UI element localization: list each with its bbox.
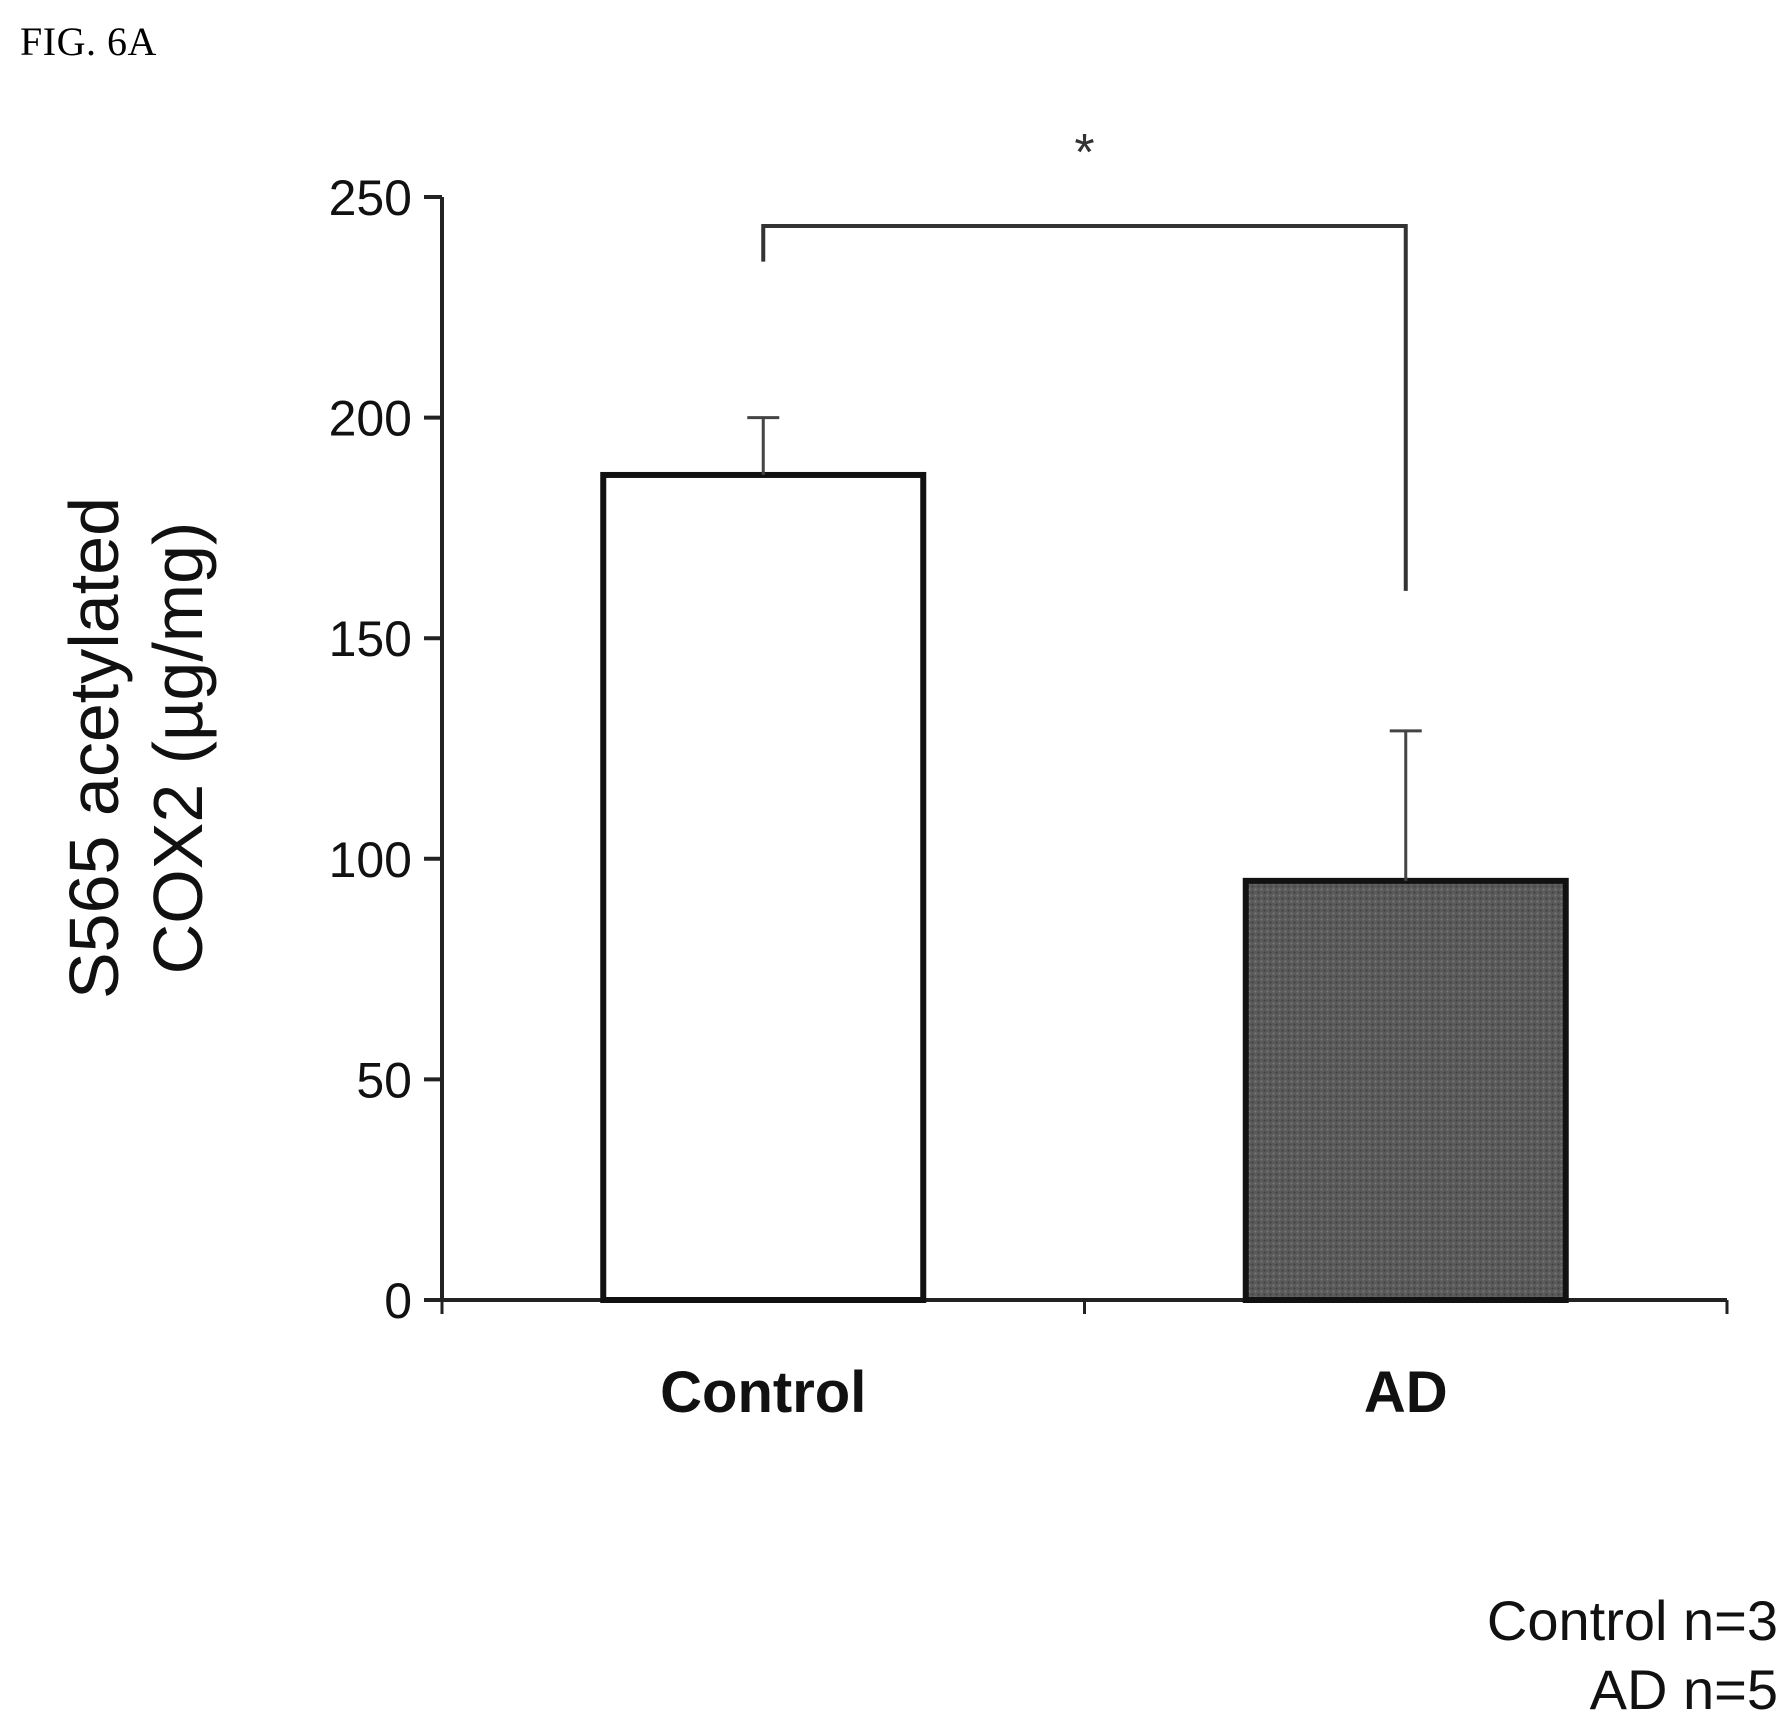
bar-control bbox=[600, 471, 927, 1303]
bars bbox=[600, 471, 1569, 1303]
x-category-label: AD bbox=[1364, 1360, 1448, 1425]
y-tick-label: 100 bbox=[329, 832, 412, 888]
significance-asterisk: * bbox=[1074, 124, 1094, 182]
y-tick-label: 50 bbox=[356, 1052, 412, 1108]
y-axis-title-line-2: COX2 (µg/mg) bbox=[139, 522, 217, 975]
y-ticks: 0 50 100 150 200 250 bbox=[329, 170, 442, 1329]
x-category-label: Control bbox=[660, 1360, 866, 1425]
error-bars bbox=[747, 416, 1422, 881]
figure-label: FIG. 6A bbox=[20, 19, 157, 64]
y-tick-label: 250 bbox=[329, 170, 412, 226]
y-axis-title-line-1: S565 acetylated bbox=[55, 497, 133, 999]
sample-size-ad: AD n=5 bbox=[1589, 1658, 1778, 1721]
y-tick-label: 200 bbox=[329, 391, 412, 447]
significance-bracket: * bbox=[761, 124, 1408, 591]
category-labels: Control AD bbox=[660, 1360, 1447, 1425]
sample-sizes: Control n=3 AD n=5 bbox=[1487, 1586, 1778, 1724]
y-tick-label: 150 bbox=[329, 611, 412, 667]
sample-size-control: Control n=3 bbox=[1486, 1589, 1778, 1652]
bar-ad bbox=[1242, 877, 1569, 1303]
y-tick-label: 0 bbox=[384, 1273, 412, 1329]
significance-bracket-line bbox=[761, 224, 1408, 591]
